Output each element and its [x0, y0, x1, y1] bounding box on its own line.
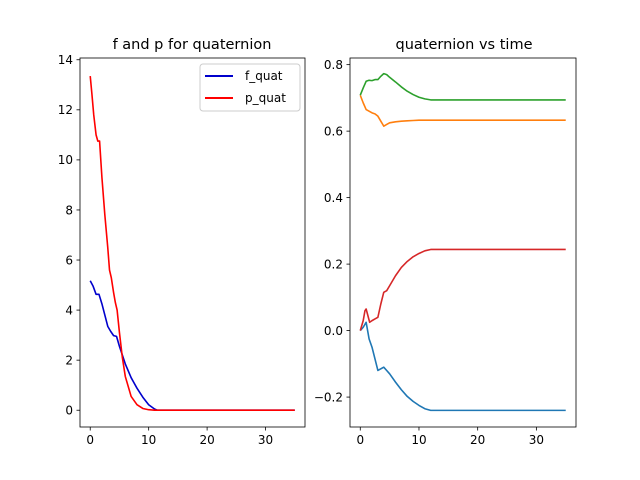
series-line-4 [359, 248, 566, 331]
right-subplot: quaternion vs time 0 10 20 30−0.20.00.20.40… [314, 37, 577, 447]
left-legend: f_quat p_quat [199, 63, 301, 112]
right-plot-area: 0 10 20 30 −0.2 0.0 0.2 0.4 0.6 0.8 [314, 57, 577, 447]
x-tick-label: 0 [86, 433, 94, 447]
x-tick-label: 20 [470, 433, 485, 447]
left-subplot: f and p for quaternion 0 10 20 30 0 2 4 6 8 10 12 1… [58, 37, 306, 447]
y-tick-label: 0.2 [324, 257, 343, 271]
y-tick-label: −0.2 [314, 390, 343, 404]
x-tick-label: 10 [411, 433, 426, 447]
y-tick-label: 0.6 [324, 124, 343, 138]
x-tick-label: 30 [258, 433, 273, 447]
x-tick-label: 30 [529, 433, 544, 447]
x-tick-label: 0 [356, 433, 364, 447]
y-tick-label: 8 [65, 203, 73, 217]
legend-label-p-quat: p_quat [245, 91, 286, 105]
x-tick-label: 10 [141, 433, 156, 447]
y-tick-label: 4 [65, 303, 73, 317]
axes-frame [349, 57, 577, 428]
y-tick-label: 2 [65, 353, 73, 367]
y-tick-label: 0.8 [324, 58, 343, 72]
axes-frame [79, 57, 306, 428]
series-line-p-quat [89, 75, 295, 412]
legend-label-f-quat: f_quat [245, 69, 283, 83]
y-tick-label: 0 [65, 404, 73, 418]
y-tick-label: 0.4 [324, 191, 343, 205]
x-tick-label: 20 [199, 433, 214, 447]
series-line-3 [359, 72, 566, 101]
y-tick-label: 0.0 [324, 324, 343, 338]
series-line-1 [359, 321, 566, 412]
left-chart-title: f and p for quaternion [113, 37, 272, 53]
y-tick-label: 14 [58, 53, 73, 67]
y-tick-label: 6 [65, 253, 73, 267]
y-tick-label: 12 [58, 103, 73, 117]
left-plot-area: 0 10 20 30 0 2 4 6 8 10 12 14 [58, 53, 306, 447]
y-tick-label: 10 [58, 153, 73, 167]
series-line-2 [359, 94, 566, 127]
right-chart-title: quaternion vs time [396, 37, 533, 53]
